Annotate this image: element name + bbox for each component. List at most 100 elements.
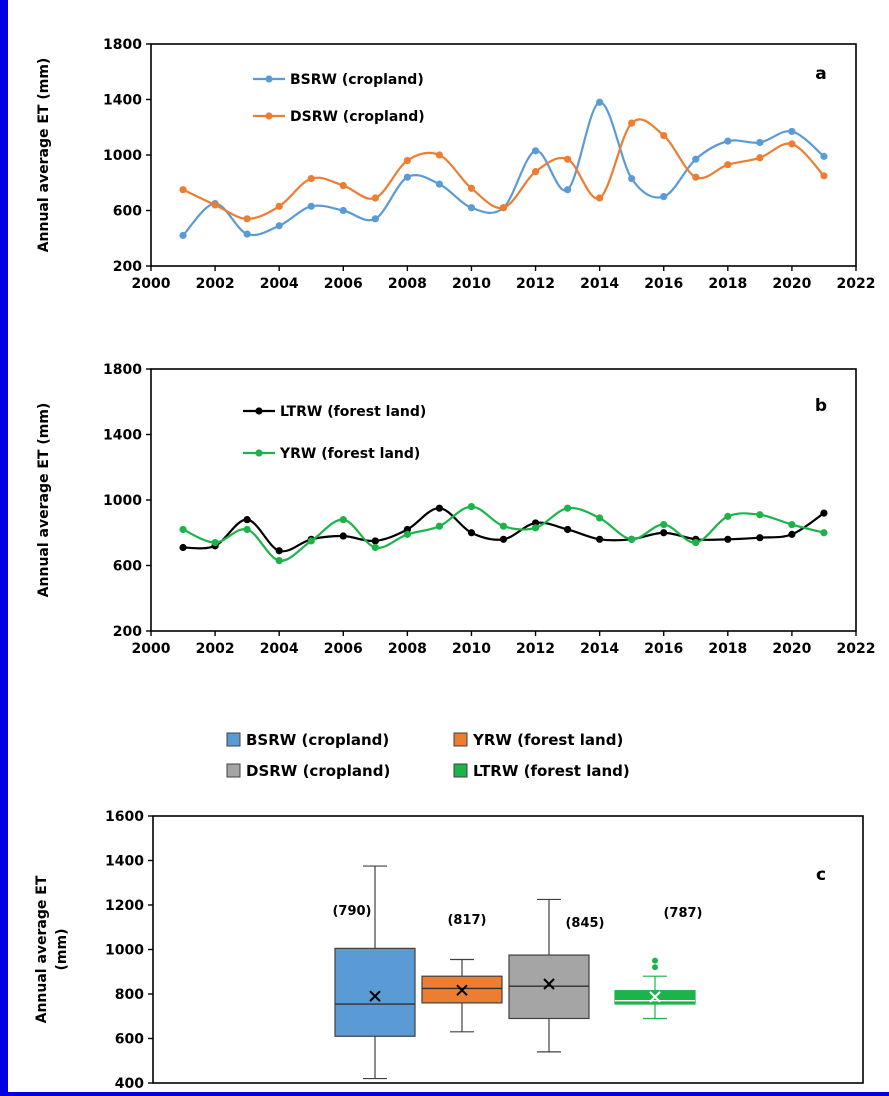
data-point (820, 509, 828, 517)
figure-canvas: 200 600 1000 1400 1800 2000 2002 2004 2006 2008 20… (8, 0, 889, 1092)
data-point (563, 155, 572, 163)
box-2: (845) (508, 898, 605, 1053)
x-tick-label: 2008 (388, 276, 427, 292)
data-point (788, 530, 796, 538)
y-axis-label: Annual average ET (mm) (36, 58, 52, 253)
data-point (820, 172, 828, 180)
data-point (371, 537, 379, 545)
legend-entry: LTRW (forest land) (473, 762, 630, 780)
data-point (756, 138, 764, 147)
x-tick-label: 2004 (260, 641, 299, 657)
legend-swatch-marker (265, 75, 273, 83)
data-point (724, 535, 732, 543)
data-point (403, 156, 411, 165)
legend-entry: YRW (forest land) (279, 446, 420, 462)
x-tick-label: 2004 (260, 276, 299, 292)
box-mean-marker (369, 990, 381, 1002)
x-tick-label: 2014 (580, 641, 619, 657)
data-point (660, 520, 668, 529)
y-tick-label: 1400 (103, 93, 142, 109)
data-point (211, 201, 219, 209)
data-point (371, 215, 379, 223)
mean-label: (790) (332, 904, 371, 919)
legend-swatch-marker (255, 407, 263, 415)
legend-swatch (226, 763, 241, 778)
data-point (179, 186, 187, 194)
y-axis-label-line2: (mm) (54, 929, 70, 971)
data-point (499, 522, 508, 530)
x-tick-label: 2020 (772, 276, 811, 292)
legend-entry: BSRW (cropland) (290, 72, 424, 88)
y-tick-label: 1800 (103, 37, 142, 53)
data-point (756, 511, 764, 519)
data-point (371, 543, 379, 552)
data-point (596, 535, 604, 543)
data-point (820, 529, 828, 537)
data-point (275, 556, 283, 565)
legend-entry: YRW (forest land) (472, 731, 623, 749)
data-point (724, 137, 732, 145)
legend-swatch (453, 763, 468, 778)
x-tick-label: 2012 (516, 276, 555, 292)
data-point (467, 502, 476, 511)
panel-label: c (816, 865, 826, 885)
box-outlier (652, 964, 658, 971)
data-point (275, 547, 283, 555)
plot-frame (152, 815, 864, 1084)
data-point (243, 516, 251, 524)
legend-entry: BSRW (cropland) (246, 731, 389, 749)
x-tick-label: 2010 (452, 276, 491, 292)
plot-frame (150, 43, 857, 267)
box-1: (817) (421, 913, 503, 1033)
data-point (307, 174, 315, 183)
data-point (499, 204, 508, 212)
data-point (531, 168, 540, 176)
y-tick-label: 1800 (103, 362, 142, 378)
data-point (596, 194, 604, 202)
mean-label: (845) (565, 916, 604, 931)
data-point (788, 127, 796, 136)
data-point (211, 538, 219, 547)
y-tick-label: 600 (113, 559, 142, 575)
data-point (692, 538, 700, 547)
data-point (371, 194, 379, 202)
data-point (467, 204, 476, 212)
data-point (339, 181, 347, 190)
x-tick-label: 2022 (837, 276, 876, 292)
line-chart-panel-a: 200 600 1000 1400 1800 2000 2002 2004 2006 2008 20… (36, 37, 875, 292)
x-tick-label: 2020 (772, 641, 811, 657)
data-point (531, 524, 540, 532)
legend-swatch-marker (265, 112, 273, 120)
box-mean-marker (456, 984, 468, 996)
box-iqr (334, 947, 416, 1037)
data-point (788, 140, 796, 148)
data-point (563, 525, 572, 534)
mean-label: (787) (663, 906, 702, 921)
series-line-0 (182, 101, 825, 237)
data-point (435, 504, 444, 512)
data-point (660, 529, 668, 537)
legend-swatch (226, 732, 241, 747)
data-point (724, 161, 732, 169)
data-point (660, 193, 668, 201)
data-point (692, 173, 700, 181)
x-tick-label: 2014 (580, 276, 619, 292)
x-tick-label: 2000 (132, 276, 171, 292)
data-point (563, 186, 572, 194)
x-tick-label: 2010 (452, 641, 491, 657)
y-tick-label: 400 (115, 1076, 144, 1092)
data-point (596, 98, 604, 106)
line-chart-panel-b: 200 600 1000 1400 1800 2000 2002 2004 2006 2008 20… (36, 362, 875, 657)
data-point (307, 537, 315, 545)
x-tick-label: 2002 (196, 641, 235, 657)
legend-entry: LTRW (forest land) (280, 404, 426, 420)
data-point (596, 514, 604, 522)
x-tick-label: 2012 (516, 641, 555, 657)
x-tick-label: 2008 (388, 641, 427, 657)
data-point (339, 206, 347, 215)
data-point (628, 535, 636, 543)
data-point (403, 530, 411, 538)
y-tick-label: 600 (115, 1032, 144, 1048)
box-mean-marker (649, 991, 661, 1003)
data-point (275, 222, 283, 230)
